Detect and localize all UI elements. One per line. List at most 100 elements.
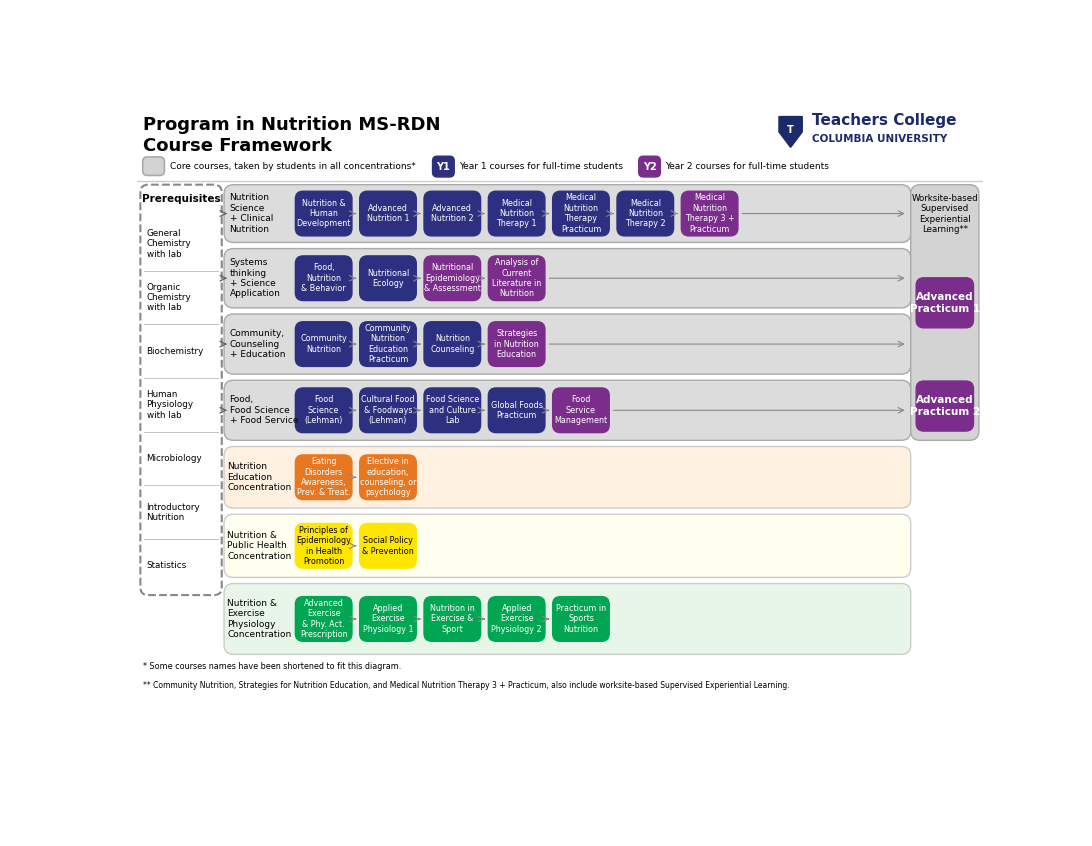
- FancyBboxPatch shape: [359, 596, 416, 641]
- FancyBboxPatch shape: [432, 157, 454, 177]
- Text: Introductory
Nutrition: Introductory Nutrition: [146, 503, 200, 522]
- FancyBboxPatch shape: [224, 380, 911, 440]
- Text: Nutritional
Ecology: Nutritional Ecology: [367, 268, 410, 288]
- FancyBboxPatch shape: [359, 191, 416, 236]
- FancyBboxPatch shape: [295, 255, 352, 300]
- FancyBboxPatch shape: [224, 514, 911, 577]
- FancyBboxPatch shape: [488, 191, 545, 236]
- FancyBboxPatch shape: [295, 321, 352, 366]
- FancyBboxPatch shape: [359, 524, 416, 569]
- Text: ** Community Nutrition, Strategies for Nutrition Education, and Medical Nutritio: ** Community Nutrition, Strategies for N…: [143, 681, 790, 689]
- FancyBboxPatch shape: [424, 321, 480, 366]
- FancyBboxPatch shape: [359, 455, 416, 500]
- Text: Eating
Disorders
Awareness,
Prev. & Treat.: Eating Disorders Awareness, Prev. & Trea…: [297, 457, 351, 497]
- Text: Food
Science
(Lehman): Food Science (Lehman): [305, 395, 343, 426]
- Text: Y1: Y1: [437, 162, 450, 172]
- FancyBboxPatch shape: [911, 184, 978, 440]
- Text: Social Policy
& Prevention: Social Policy & Prevention: [363, 536, 414, 556]
- Text: Practicum in
Sports
Nutrition: Practicum in Sports Nutrition: [556, 604, 606, 634]
- FancyBboxPatch shape: [143, 157, 165, 175]
- FancyBboxPatch shape: [553, 388, 609, 432]
- Text: Nutritional
Epidemiology
& Assessment: Nutritional Epidemiology & Assessment: [424, 263, 480, 293]
- Text: Analysis of
Current
Literature in
Nutrition: Analysis of Current Literature in Nutrit…: [492, 258, 542, 299]
- Text: Systems
thinking
+ Science
Application: Systems thinking + Science Application: [229, 258, 281, 299]
- FancyBboxPatch shape: [424, 191, 480, 236]
- FancyBboxPatch shape: [639, 157, 661, 177]
- Text: Elective in
education,
counseling, or
psychology: Elective in education, counseling, or ps…: [359, 457, 416, 497]
- Text: COLUMBIA UNIVERSITY: COLUMBIA UNIVERSITY: [812, 135, 948, 145]
- FancyBboxPatch shape: [424, 596, 480, 641]
- FancyBboxPatch shape: [488, 321, 545, 366]
- FancyBboxPatch shape: [424, 388, 480, 432]
- FancyBboxPatch shape: [224, 447, 911, 508]
- FancyBboxPatch shape: [224, 184, 911, 243]
- Text: Advanced
Exercise
& Phy. Act.
Prescription: Advanced Exercise & Phy. Act. Prescripti…: [300, 599, 347, 639]
- Text: Nutrition &
Public Health
Concentration: Nutrition & Public Health Concentration: [227, 531, 292, 561]
- Text: Strategies
in Nutrition
Education: Strategies in Nutrition Education: [495, 329, 539, 359]
- Text: Applied
Exercise
Physiology 1: Applied Exercise Physiology 1: [363, 604, 413, 634]
- Text: Applied
Exercise
Physiology 2: Applied Exercise Physiology 2: [491, 604, 542, 634]
- Text: Medical
Nutrition
Therapy 1: Medical Nutrition Therapy 1: [497, 199, 537, 228]
- Text: Advanced
Nutrition 1: Advanced Nutrition 1: [367, 204, 410, 223]
- Text: Medical
Nutrition
Therapy 2: Medical Nutrition Therapy 2: [625, 199, 666, 228]
- FancyBboxPatch shape: [141, 184, 222, 595]
- Text: Nutrition &
Exercise
Physiology
Concentration: Nutrition & Exercise Physiology Concentr…: [227, 599, 292, 639]
- Text: Statistics: Statistics: [146, 562, 187, 570]
- Text: Worksite-based
Supervised
Experiential
Learning**: Worksite-based Supervised Experiential L…: [912, 194, 978, 234]
- FancyBboxPatch shape: [224, 314, 911, 374]
- Text: Global Foods
Practicum: Global Foods Practicum: [490, 401, 543, 420]
- Text: Medical
Nutrition
Therapy 3 +
Practicum: Medical Nutrition Therapy 3 + Practicum: [685, 194, 735, 233]
- Text: Teachers College: Teachers College: [812, 113, 957, 128]
- Text: General
Chemistry
with lab: General Chemistry with lab: [146, 229, 191, 259]
- FancyBboxPatch shape: [295, 191, 352, 236]
- FancyBboxPatch shape: [916, 381, 973, 431]
- FancyBboxPatch shape: [359, 388, 416, 432]
- Text: Core courses, taken by students in all concentrations*: Core courses, taken by students in all c…: [170, 162, 416, 171]
- FancyBboxPatch shape: [488, 596, 545, 641]
- Polygon shape: [779, 117, 803, 147]
- FancyBboxPatch shape: [916, 277, 973, 328]
- FancyBboxPatch shape: [295, 596, 352, 641]
- Text: Nutrition
Science
+ Clinical
Nutrition: Nutrition Science + Clinical Nutrition: [229, 194, 273, 233]
- Text: Human
Physiology
with lab: Human Physiology with lab: [146, 390, 193, 420]
- Text: Microbiology: Microbiology: [146, 454, 202, 463]
- Text: Community,
Counseling
+ Education: Community, Counseling + Education: [229, 329, 285, 359]
- Text: Advanced
Practicum 1: Advanced Practicum 1: [910, 292, 980, 314]
- Text: Nutrition
Counseling: Nutrition Counseling: [430, 334, 475, 354]
- Text: Food Science
and Culture
Lab: Food Science and Culture Lab: [426, 395, 479, 426]
- FancyBboxPatch shape: [224, 584, 911, 654]
- Text: Biochemistry: Biochemistry: [146, 347, 204, 355]
- FancyBboxPatch shape: [295, 388, 352, 432]
- Text: Course Framework: Course Framework: [143, 137, 332, 155]
- Text: Food,
Food Science
+ Food Service: Food, Food Science + Food Service: [229, 395, 298, 426]
- Text: Advanced
Nutrition 2: Advanced Nutrition 2: [431, 204, 474, 223]
- FancyBboxPatch shape: [488, 255, 545, 300]
- Text: Organic
Chemistry
with lab: Organic Chemistry with lab: [146, 283, 191, 312]
- Text: Year 2 courses for full-time students: Year 2 courses for full-time students: [665, 162, 829, 171]
- FancyBboxPatch shape: [224, 249, 911, 308]
- FancyBboxPatch shape: [553, 191, 609, 236]
- Text: * Some courses names have been shortened to fit this diagram.: * Some courses names have been shortened…: [143, 662, 401, 671]
- Text: Program in Nutrition MS-RDN: Program in Nutrition MS-RDN: [143, 117, 440, 135]
- Text: Community
Nutrition: Community Nutrition: [300, 334, 347, 354]
- FancyBboxPatch shape: [553, 596, 609, 641]
- FancyBboxPatch shape: [295, 524, 352, 569]
- Text: Food,
Nutrition
& Behavior: Food, Nutrition & Behavior: [301, 263, 346, 293]
- Text: Year 1 courses for full-time students: Year 1 courses for full-time students: [459, 162, 622, 171]
- Text: Nutrition in
Exercise &
Sport: Nutrition in Exercise & Sport: [430, 604, 475, 634]
- FancyBboxPatch shape: [424, 255, 480, 300]
- Text: Nutrition
Education
Concentration: Nutrition Education Concentration: [227, 463, 292, 492]
- Text: T: T: [787, 124, 794, 135]
- FancyBboxPatch shape: [617, 191, 674, 236]
- Text: Y2: Y2: [643, 162, 656, 172]
- Text: Principles of
Epidemiology
in Health
Promotion: Principles of Epidemiology in Health Pro…: [296, 525, 352, 566]
- FancyBboxPatch shape: [359, 255, 416, 300]
- Text: Community
Nutrition
Education
Practicum: Community Nutrition Education Practicum: [365, 324, 412, 364]
- FancyBboxPatch shape: [295, 455, 352, 500]
- Text: Cultural Food
& Foodways
(Lehman): Cultural Food & Foodways (Lehman): [361, 395, 415, 426]
- FancyBboxPatch shape: [359, 321, 416, 366]
- Text: Food
Service
Management: Food Service Management: [555, 395, 607, 426]
- Text: Nutrition &
Human
Development: Nutrition & Human Development: [296, 199, 351, 228]
- Text: Prerequisites: Prerequisites: [142, 194, 221, 204]
- FancyBboxPatch shape: [488, 388, 545, 432]
